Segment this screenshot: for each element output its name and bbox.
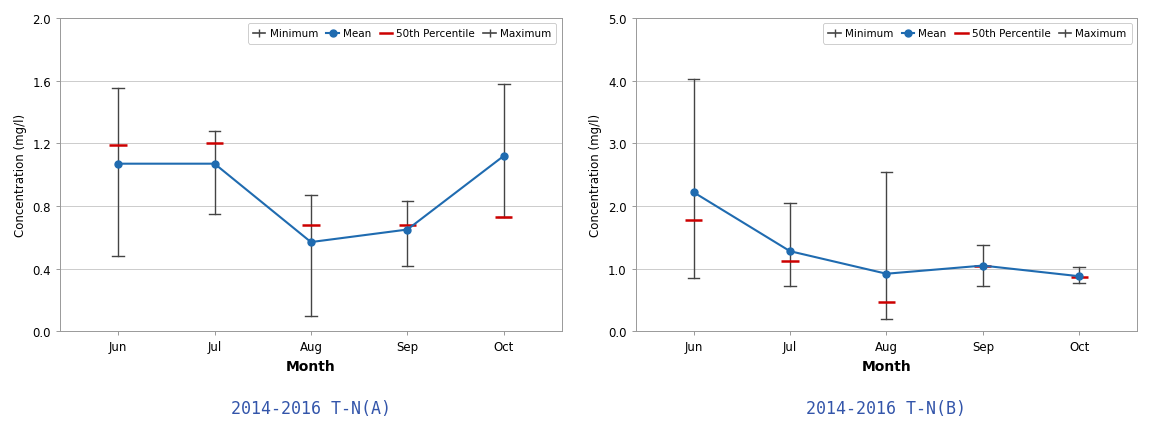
- Legend: Minimum, Mean, 50th Percentile, Maximum: Minimum, Mean, 50th Percentile, Maximum: [823, 24, 1131, 44]
- X-axis label: Month: Month: [861, 359, 912, 373]
- Y-axis label: Concentration (mg/l): Concentration (mg/l): [14, 114, 26, 236]
- Y-axis label: Concentration (mg/l): Concentration (mg/l): [589, 114, 602, 236]
- Text: 2014-2016 T-N(B): 2014-2016 T-N(B): [807, 399, 967, 417]
- X-axis label: Month: Month: [287, 359, 336, 373]
- Text: 2014-2016 T-N(A): 2014-2016 T-N(A): [231, 399, 391, 417]
- Legend: Minimum, Mean, 50th Percentile, Maximum: Minimum, Mean, 50th Percentile, Maximum: [247, 24, 556, 44]
